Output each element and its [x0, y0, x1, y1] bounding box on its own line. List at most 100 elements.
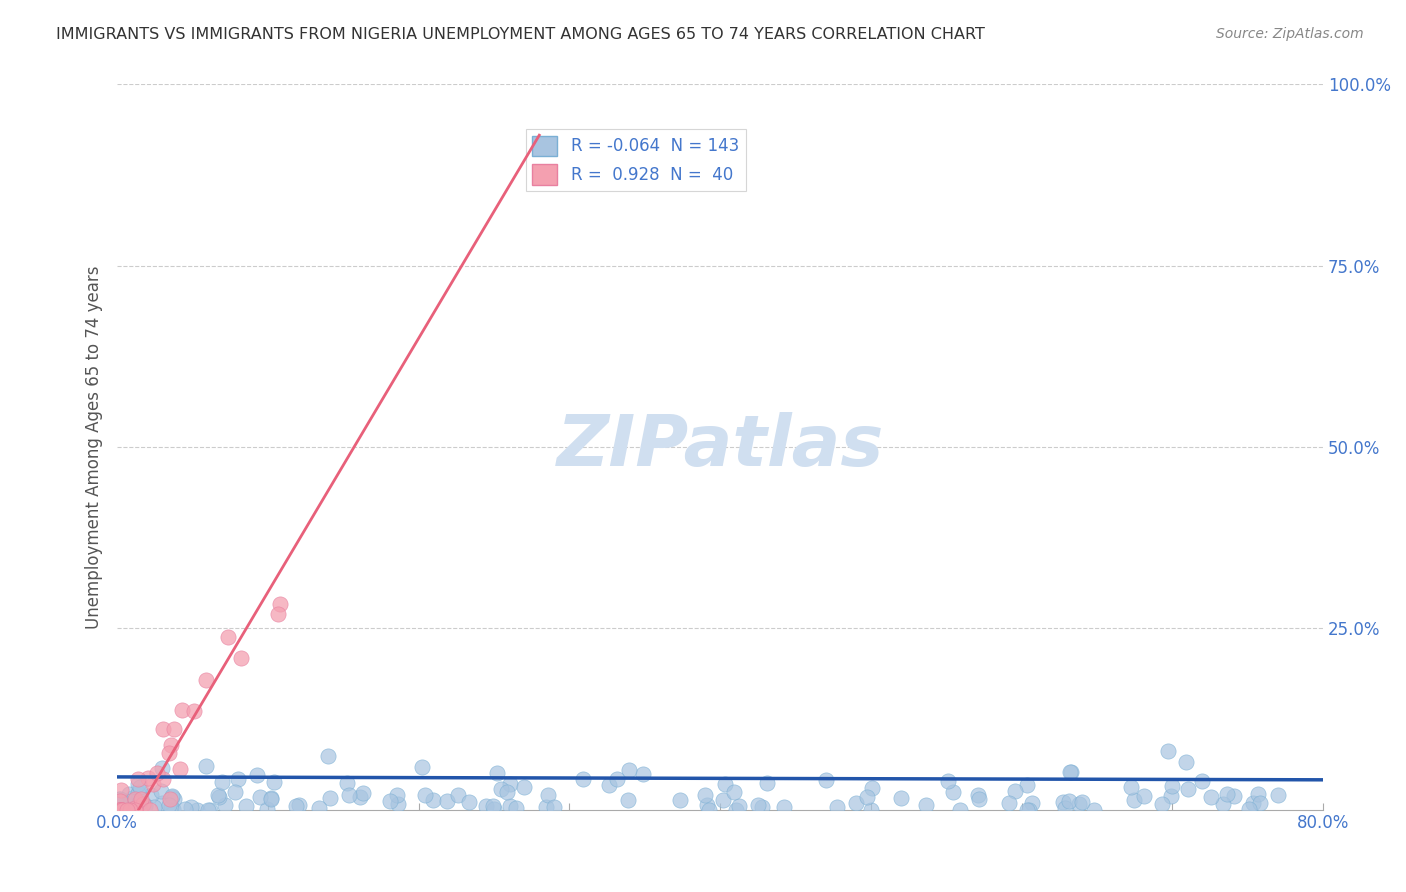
Point: [513, 780, 536, 794]
Y-axis label: Unemployment Among Ages 65 to 74 years: Unemployment Among Ages 65 to 74 years: [86, 265, 103, 629]
Point: [631, 767, 654, 781]
Point: [606, 772, 628, 786]
Point: [337, 788, 360, 802]
Point: [1267, 788, 1289, 802]
Point: [162, 802, 184, 816]
Point: [110, 803, 132, 817]
Point: [157, 746, 180, 760]
Point: [1239, 802, 1261, 816]
Point: [267, 607, 290, 622]
Point: [115, 803, 138, 817]
Point: [246, 768, 269, 782]
Point: [269, 597, 291, 611]
Point: [695, 788, 717, 802]
Point: [235, 798, 257, 813]
Point: [127, 786, 149, 800]
Point: [195, 673, 218, 688]
Point: [1212, 797, 1234, 811]
Point: [111, 803, 134, 817]
Point: [457, 795, 479, 809]
Point: [815, 772, 838, 787]
Point: [936, 773, 959, 788]
Point: [159, 791, 181, 805]
Point: [505, 801, 527, 815]
Point: [142, 776, 165, 790]
Point: [1133, 789, 1156, 803]
Point: [1201, 790, 1223, 805]
Point: [845, 796, 868, 810]
Point: [318, 749, 340, 764]
Point: [224, 785, 246, 799]
Point: [1059, 794, 1081, 808]
Point: [145, 766, 167, 780]
Point: [536, 800, 558, 814]
Point: [617, 793, 640, 807]
Point: [572, 772, 595, 786]
Point: [967, 792, 990, 806]
Point: [211, 774, 233, 789]
Point: [180, 800, 202, 814]
Point: [537, 789, 560, 803]
Point: [142, 800, 165, 814]
Point: [134, 798, 156, 813]
Point: [183, 705, 205, 719]
Point: [714, 776, 737, 790]
Point: [915, 797, 938, 812]
Text: ZIPatlas: ZIPatlas: [557, 412, 884, 482]
Point: [150, 796, 173, 810]
Point: [1017, 778, 1039, 792]
Point: [308, 800, 330, 814]
Point: [124, 801, 146, 815]
Point: [111, 803, 134, 817]
Point: [967, 788, 990, 802]
Point: [1249, 796, 1271, 810]
Point: [711, 793, 734, 807]
Point: [129, 780, 152, 794]
Point: [728, 799, 751, 814]
Point: [121, 791, 143, 805]
Point: [482, 798, 505, 813]
Point: [217, 630, 239, 644]
Point: [169, 762, 191, 776]
Point: [860, 780, 883, 795]
Point: [1017, 803, 1039, 817]
Point: [723, 785, 745, 799]
Point: [499, 777, 522, 791]
Point: [1052, 795, 1074, 809]
Point: [598, 779, 620, 793]
Point: [162, 789, 184, 804]
Point: [136, 771, 159, 785]
Point: [163, 723, 186, 737]
Point: [336, 776, 359, 790]
Point: [543, 800, 565, 814]
Point: [949, 803, 972, 817]
Point: [699, 803, 721, 817]
Point: [1067, 797, 1090, 811]
Point: [942, 785, 965, 799]
Point: [163, 792, 186, 806]
Point: [1174, 755, 1197, 769]
Point: [111, 803, 134, 817]
Point: [173, 802, 195, 816]
Point: [998, 796, 1021, 810]
Point: [150, 761, 173, 775]
Point: [197, 803, 219, 817]
Point: [260, 791, 283, 805]
Point: [496, 784, 519, 798]
Point: [139, 803, 162, 817]
Point: [132, 797, 155, 812]
Point: [117, 797, 139, 811]
Point: [436, 794, 458, 808]
Point: [319, 791, 342, 805]
Point: [772, 800, 794, 814]
Point: [172, 703, 194, 717]
Point: [486, 766, 509, 780]
Point: [1121, 780, 1143, 795]
Point: [1004, 783, 1026, 797]
Point: [1018, 803, 1040, 817]
Point: [1160, 789, 1182, 803]
Point: [111, 803, 134, 817]
Point: [208, 790, 231, 805]
Point: [284, 799, 307, 814]
Point: [118, 803, 141, 817]
